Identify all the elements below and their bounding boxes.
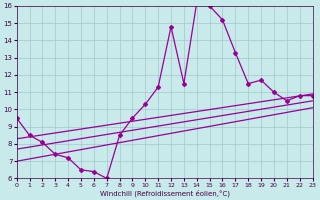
X-axis label: Windchill (Refroidissement éolien,°C): Windchill (Refroidissement éolien,°C): [100, 189, 229, 197]
